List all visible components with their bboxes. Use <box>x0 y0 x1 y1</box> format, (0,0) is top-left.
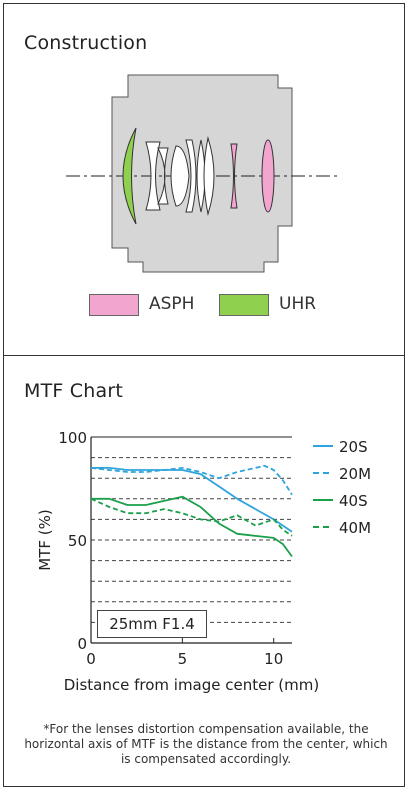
legend-label-40S: 40S <box>339 492 368 510</box>
legend-label-40M: 40M <box>339 519 371 537</box>
series-line-20S <box>91 466 293 533</box>
uhr-legend-swatch <box>219 294 269 316</box>
x-tick-label-10: 10 <box>264 650 283 668</box>
y-tick-label-0: 0 <box>77 635 87 653</box>
uhr-lens-element <box>122 127 137 225</box>
asph-lens-element-1 <box>230 143 238 209</box>
distortion-note: *For the lenses distortion compensation … <box>24 722 388 766</box>
y-tick-label-100: 100 <box>58 429 87 447</box>
x-axis-label: Distance from image center (mm) <box>64 676 319 694</box>
outer-frame <box>3 3 405 787</box>
series-line-40S <box>91 495 293 558</box>
asph-legend-swatch <box>89 294 139 316</box>
asph-lens-element-2 <box>261 139 275 213</box>
uhr-legend-label: UHR <box>279 294 317 314</box>
series-line-40M <box>90 497 293 537</box>
lens-element-2 <box>145 141 161 211</box>
y-tick-label-50: 50 <box>68 532 87 550</box>
x-tick-label-5: 5 <box>178 650 188 668</box>
lens-element-5 <box>185 139 197 213</box>
asph-legend-label: ASPH <box>149 294 195 314</box>
legend-label-20S: 20S <box>339 438 368 456</box>
legend-label-20M: 20M <box>339 465 371 483</box>
series-line-20M <box>90 464 293 496</box>
section-divider <box>3 355 405 356</box>
lens-element-7 <box>203 136 215 216</box>
construction-title: Construction <box>24 32 148 54</box>
mtf-chart-title: MTF Chart <box>24 380 123 402</box>
lens-spec-label: 25mm F1.4 <box>97 610 207 638</box>
x-tick-label-0: 0 <box>86 650 96 668</box>
y-axis-label: MTF (%) <box>36 509 54 570</box>
lens-element-4 <box>170 145 190 207</box>
lens-element-3 <box>157 147 169 205</box>
